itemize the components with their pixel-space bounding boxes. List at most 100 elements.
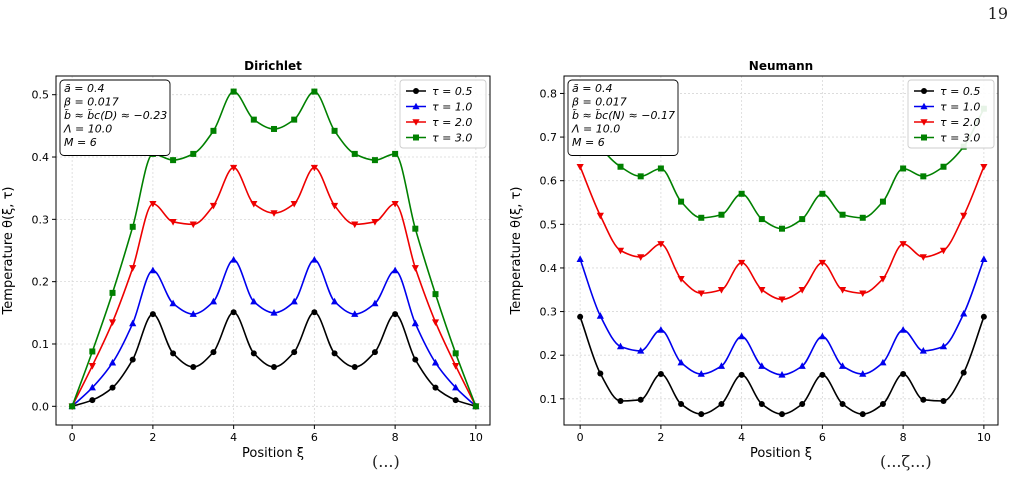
data-point	[129, 356, 136, 363]
data-point	[311, 88, 318, 95]
data-point	[657, 326, 665, 333]
x-tick-label: 8	[900, 431, 907, 444]
data-point	[637, 173, 644, 180]
data-point	[452, 397, 459, 404]
parameter-line: β = 0.017	[63, 96, 119, 109]
data-point	[920, 173, 927, 180]
data-point	[250, 297, 258, 305]
data-point	[859, 411, 866, 418]
parameter-line: ã = 0.4	[572, 82, 612, 95]
data-point	[637, 347, 645, 354]
data-point	[799, 216, 806, 223]
data-point	[108, 319, 117, 326]
data-point	[678, 401, 685, 408]
parameter-box-frame	[59, 79, 171, 156]
parameter-line: b̃ ≈ b̃c(D) ≈ −0.23	[64, 109, 167, 122]
data-point	[697, 290, 705, 298]
data-point	[431, 319, 440, 326]
legend-label: τ = 0.5	[432, 85, 472, 98]
parameter-line: M = 6	[572, 136, 605, 149]
data-point	[271, 125, 278, 132]
data-point	[432, 291, 439, 298]
data-point	[677, 276, 685, 283]
y-tick-label: 0.0	[32, 400, 50, 413]
y-tick-label: 0.1	[32, 338, 50, 351]
parameter-line: Λ = 10.0	[571, 123, 620, 136]
x-tick-label: 4	[230, 431, 237, 444]
data-point	[597, 370, 604, 377]
data-point	[758, 286, 766, 294]
data-point	[331, 127, 338, 134]
data-point	[859, 290, 867, 298]
chart-title: Neumann	[749, 59, 813, 73]
data-point	[960, 309, 968, 317]
data-point	[452, 383, 460, 391]
data-point	[980, 163, 988, 171]
data-point	[576, 255, 584, 263]
data-point	[617, 163, 624, 170]
data-point	[758, 401, 765, 408]
legend-marker	[412, 102, 420, 110]
data-point	[108, 358, 117, 366]
data-point	[392, 150, 399, 157]
data-point	[717, 362, 726, 369]
data-point	[879, 276, 887, 283]
series-2	[576, 163, 988, 304]
parameter-line: b̃ ≈ b̃c(N) ≈ −0.17	[572, 109, 675, 122]
parameter-line: Λ = 10.0	[63, 123, 112, 136]
data-point	[698, 214, 705, 221]
data-point	[596, 312, 604, 319]
data-point	[310, 164, 318, 172]
legend-marker	[413, 134, 419, 141]
x-tick-label: 2	[657, 431, 664, 444]
data-point	[190, 364, 197, 371]
legend-label: τ = 1.0	[940, 101, 980, 114]
legend-label: τ = 3.0	[940, 132, 980, 145]
data-point	[391, 266, 399, 274]
data-point	[189, 310, 197, 317]
data-point	[819, 371, 826, 378]
data-point	[939, 342, 948, 350]
data-point	[411, 319, 419, 327]
data-point	[210, 127, 217, 134]
data-point	[899, 326, 907, 333]
data-point	[190, 150, 197, 157]
x-tick-label: 10	[469, 431, 483, 444]
data-point	[88, 383, 96, 391]
data-point	[758, 216, 765, 223]
parameter-line: M = 6	[64, 136, 97, 149]
data-point	[697, 370, 705, 377]
series-line	[71, 166, 477, 407]
data-point	[371, 299, 379, 307]
data-point	[839, 401, 846, 408]
series-1	[576, 255, 988, 378]
data-point	[576, 163, 584, 171]
legend: τ = 0.5 τ = 1.0 τ = 2.0 τ = 3.0	[907, 79, 995, 149]
data-point	[798, 362, 806, 369]
caption-fragment-left: (...)	[372, 452, 400, 471]
data-point	[89, 397, 96, 404]
data-point	[900, 370, 907, 377]
data-point	[452, 350, 459, 357]
data-point	[291, 349, 298, 356]
data-point	[371, 349, 378, 356]
page-number: 19	[987, 4, 1008, 23]
series-line	[579, 258, 985, 376]
data-point	[271, 364, 278, 371]
caption-fragment-right: (...ζ...)	[880, 452, 932, 471]
data-point	[919, 347, 927, 354]
data-point	[859, 370, 867, 377]
data-point	[351, 310, 359, 317]
data-point	[616, 247, 625, 255]
data-point	[210, 349, 217, 356]
legend-label: τ = 0.5	[940, 85, 980, 98]
x-tick-label: 2	[149, 431, 156, 444]
data-point	[250, 200, 258, 208]
data-point	[189, 221, 197, 229]
x-tick-label: 6	[311, 431, 318, 444]
data-point	[412, 225, 419, 232]
data-point	[351, 150, 358, 157]
data-point	[291, 116, 298, 123]
data-point	[351, 221, 359, 229]
